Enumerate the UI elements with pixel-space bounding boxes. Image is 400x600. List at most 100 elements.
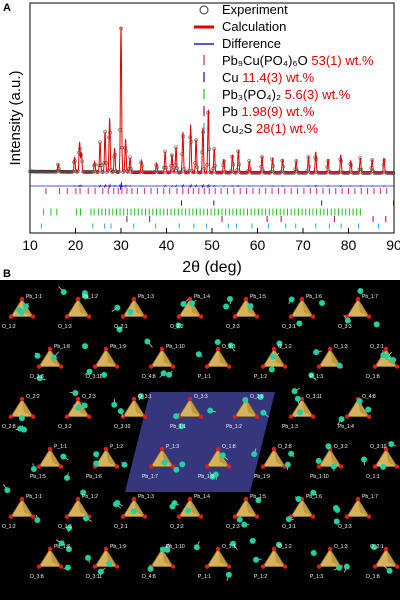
- x-tick-label: 30: [113, 237, 129, 253]
- atom-label: Pb_1:5: [250, 294, 266, 300]
- oxygen-atom: [226, 464, 232, 469]
- oxygen-atom: [148, 464, 154, 469]
- lead-atom: [193, 544, 200, 551]
- oxygen-atom: [260, 564, 266, 569]
- oxygen-atom: [355, 496, 361, 502]
- atom-label: O_3:10: [370, 444, 387, 450]
- atom-label: Pb_1:2: [226, 424, 242, 430]
- oxygen-atom: [187, 296, 193, 302]
- oxygen-atom: [8, 514, 14, 519]
- oxygen-atom: [47, 546, 53, 552]
- lead-atom: [178, 423, 185, 430]
- lead-atom: [227, 342, 234, 349]
- lead-atom: [294, 395, 301, 402]
- lead-atom: [82, 343, 89, 350]
- lead-atom: [288, 296, 295, 303]
- calculation-curve: [30, 26, 394, 174]
- lead-atom: [137, 393, 144, 400]
- lead-atom: [219, 452, 226, 459]
- atom-label: Pb_1:8: [198, 474, 214, 480]
- phase-weight: 1.98(9) wt.%: [242, 104, 315, 119]
- lead-atom: [180, 301, 187, 308]
- atom-label: O_2:1: [114, 324, 128, 330]
- atom-label: O_3:3: [338, 324, 352, 330]
- lead-atom: [147, 565, 154, 572]
- lead-atom: [173, 466, 180, 473]
- lead-atom: [64, 564, 71, 571]
- oxygen-atom: [394, 464, 400, 469]
- phase-formula: Pb₃(PO₄)₂: [222, 87, 285, 102]
- phase-weight: 28(1) wt.%: [256, 121, 319, 136]
- atom-label: Pb_1:1: [170, 424, 186, 430]
- atom-label: Pb_1:2: [82, 294, 98, 300]
- oxygen-atom: [36, 464, 42, 469]
- atom-label: O_4:8: [142, 374, 156, 380]
- lead-atom: [270, 353, 277, 360]
- lead-atom: [101, 371, 108, 378]
- po4-tetrahedron-face: [22, 499, 33, 517]
- lead-atom: [230, 540, 237, 547]
- legend-phase-entry: Pb 1.98(9) wt.%: [222, 104, 315, 119]
- oxygen-atom: [120, 314, 126, 319]
- atoms-and-polyhedra: Pb_1:1 O_1:2 Pb_1:2 O_1:3 Pb_1:3 O_2:1 Pb_1:4 O…: [2, 286, 400, 581]
- atom-label: O_2:2: [170, 324, 184, 330]
- po4-tetrahedron-face: [134, 499, 145, 517]
- oxygen-atom: [47, 346, 53, 352]
- oxygen-atom: [19, 296, 25, 302]
- oxygen-atom: [8, 414, 14, 419]
- lead-atom: [185, 507, 192, 514]
- lead-atom: [330, 463, 337, 470]
- atom-label: Pb_1:3: [282, 424, 298, 430]
- lead-atom: [86, 368, 93, 375]
- atom-label: Pb_1:6: [306, 294, 322, 300]
- oxygen-atom: [316, 564, 322, 569]
- lead-atom: [253, 556, 260, 563]
- y-axis-label: Intensity (a.u.): [7, 70, 24, 165]
- lead-atom: [388, 440, 395, 447]
- legend-entry: Experiment: [222, 2, 288, 17]
- lead-atom: [82, 515, 89, 522]
- oxygen-atom: [75, 396, 81, 402]
- atom-label: O_3:8: [250, 394, 264, 400]
- lead-atom: [127, 309, 134, 316]
- oxygen-atom: [383, 546, 389, 552]
- x-tick-label: 50: [204, 237, 220, 253]
- lead-atom: [226, 295, 233, 302]
- atom-label: P_1:3: [166, 444, 179, 450]
- lead-atom: [344, 317, 351, 324]
- oxygen-atom: [299, 296, 305, 302]
- lead-atom: [34, 517, 41, 524]
- lead-atom: [365, 406, 372, 413]
- lead-atom: [319, 299, 326, 306]
- x-tick-label: 60: [250, 237, 266, 253]
- x-tick-label: 40: [159, 237, 175, 253]
- phase-reflection-ticks: [40, 188, 395, 229]
- lead-atom: [214, 339, 221, 346]
- oxygen-atom: [64, 414, 70, 419]
- lead-atom: [130, 508, 137, 515]
- lead-atom: [325, 443, 332, 450]
- lead-atom: [175, 322, 182, 329]
- lead-atom: [173, 413, 180, 420]
- lead-atom: [268, 366, 275, 373]
- legend-entry: Difference: [222, 36, 281, 51]
- atom-label: O_2:1: [370, 544, 384, 550]
- oxygen-atom: [366, 514, 372, 519]
- atom-label: Pb_1:6: [306, 494, 322, 500]
- oxygen-atom: [170, 564, 176, 569]
- lead-atom: [255, 497, 262, 504]
- oxygen-atom: [142, 314, 148, 319]
- atom-label: Pb_1:6: [86, 474, 102, 480]
- oxygen-atom: [372, 564, 378, 569]
- oxygen-atom: [204, 364, 210, 369]
- lead-atom: [336, 564, 343, 571]
- oxygen-atom: [204, 564, 210, 569]
- oxygen-atom: [58, 564, 64, 569]
- po4-tetrahedron-face: [302, 499, 313, 517]
- lead-atom: [72, 390, 79, 397]
- atom-label: O_3:8: [30, 574, 44, 580]
- lead-atom: [114, 304, 121, 311]
- oxygen-atom: [30, 314, 36, 319]
- lead-atom: [257, 394, 264, 401]
- oxygen-atom: [47, 446, 53, 452]
